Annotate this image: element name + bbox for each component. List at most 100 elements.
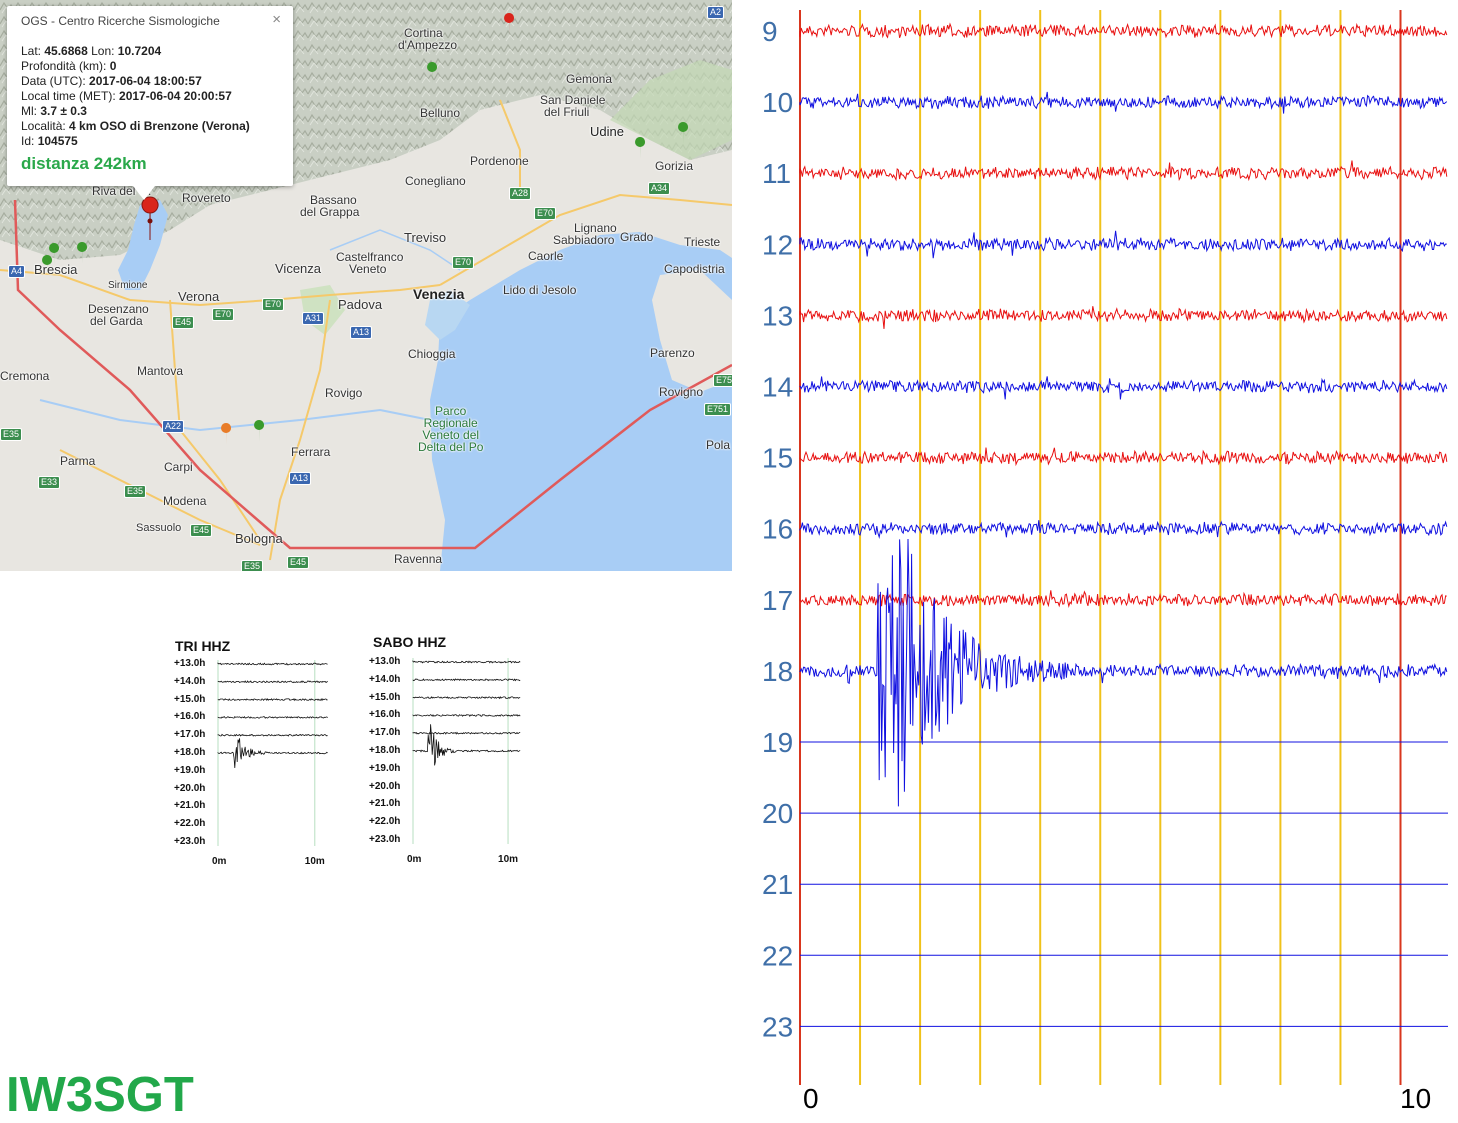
road-shield: E33 [38,476,60,489]
city-label: Sassuolo [136,522,181,534]
city-label: Bologna [235,533,283,545]
mini-trace [413,715,520,717]
city-label: Trieste [684,236,720,248]
id-label: Id: [21,134,34,148]
helicorder-chart: 9 10 11 12 13 14 15 16 17 18 19 20 21 22 23 0 10 [755,0,1455,1121]
lon-value: 10.7204 [118,44,161,58]
mini-x-tick: 10m [498,854,518,865]
road-shield: E751 [704,403,731,416]
city-label: Rovigno [659,386,703,398]
event-info-popup: OGS - Centro Ricerche Sismologiche × Lat… [7,6,293,186]
road-shield: E70 [534,207,556,220]
city-label: Belluno [420,107,460,119]
city-label: Cremona [0,370,49,382]
mini-hour-label: +22.0h [369,816,400,827]
city-label: Capodistria [664,263,725,275]
hour-label: 19 [762,727,793,758]
mini-trace [218,717,328,719]
distance-label: distanza 242km [21,154,147,174]
popup-details: Lat: 45.6868 Lon: 10.7204 Profondità (km… [21,44,250,149]
lon-label: Lon: [91,44,114,58]
road-shield: E70 [212,308,234,321]
hour-label: 10 [762,87,793,118]
road-shield: A34 [648,182,670,195]
hour-label: 12 [762,229,793,260]
hour-label: 13 [762,300,793,331]
mini-hour-label: +15.0h [174,694,205,705]
road-shield: A13 [350,326,372,339]
trace-row-10 [800,92,1447,114]
road-shield: A4 [8,265,25,278]
mini-x-tick: 0m [212,856,226,867]
city-label: del Grappa [300,206,359,218]
city-label: Padova [338,299,382,311]
trace-row-14 [800,376,1447,399]
mini-hour-label: +13.0h [174,658,205,669]
road-shield: A2 [707,6,724,19]
popup-tail [133,186,155,200]
mini-trace [218,738,328,768]
city-label: Venezia [413,288,464,300]
hour-label: 22 [762,940,793,971]
city-label: Gemona [566,73,612,85]
hour-label: 16 [762,514,793,545]
city-label: Sirmione [108,280,147,292]
mini-trace [413,724,520,765]
mini-hour-label: +15.0h [369,692,400,703]
city-label: Mantova [137,365,183,377]
city-label: Parma [60,455,95,467]
close-icon[interactable]: × [272,11,281,28]
mini-hour-label: +16.0h [174,711,205,722]
city-label: Udine [590,126,624,138]
city-label: Rovigo [325,387,362,399]
trace-row-11 [800,161,1447,180]
mini-seismogram-sabo: SABO HHZ +13.0h +14.0h +15.0h +16.0h +17.0h +… [365,632,535,872]
x-tick-label: 0 [803,1083,819,1114]
mini-x-tick: 10m [305,856,325,867]
city-label: Treviso [404,232,446,244]
mini-hour-label: +19.0h [369,763,400,774]
hour-label: 15 [762,443,793,474]
date-label: Data (UTC): [21,74,86,88]
mini-x-tick: 0m [407,854,421,865]
mini-trace [413,732,520,734]
city-label: del Garda [90,315,143,327]
city-label: Pordenone [470,155,529,167]
city-label: Ravenna [394,553,442,565]
mini-hour-label: +21.0h [369,798,400,809]
road-shield: E45 [287,556,309,569]
road-shield: E45 [172,316,194,329]
depth-value: 0 [110,59,117,73]
city-label: Rovereto [182,192,231,204]
road-shield: A22 [162,420,184,433]
depth-label: Profondità (km): [21,59,106,73]
mini-hour-label: +18.0h [174,747,205,758]
hour-label: 17 [762,585,793,616]
local-time-label: Local time (MET): [21,89,116,103]
trace-row-13 [800,306,1447,329]
popup-title: OGS - Centro Ricerche Sismologiche [21,14,220,28]
location-value: 4 km OSO di Brenzone (Verona) [69,119,250,133]
mini-trace [413,697,520,699]
city-label: d'Ampezzo [398,39,457,51]
city-label: Carpi [164,461,193,473]
mini-hour-label: +16.0h [369,709,400,720]
hour-label: 20 [762,798,793,829]
mini-hour-label: +23.0h [174,836,205,847]
trace-row-15 [800,448,1447,465]
map-panel[interactable]: Cortina d'Ampezzo Belluno Gemona San Dan… [0,0,732,571]
mini-hour-label: +13.0h [369,656,400,667]
road-shield: E70 [262,298,284,311]
road-shield: E70 [452,256,474,269]
id-value: 104575 [38,134,78,148]
lat-value: 45.6868 [44,44,87,58]
city-label: Gorizia [655,160,693,172]
local-time-value: 2017-06-04 20:00:57 [119,89,232,103]
park-label: Parco Regionale Veneto del Delta del Po [418,405,483,453]
road-shield: A31 [302,312,324,325]
city-label: Conegliano [405,175,466,187]
city-label: Chioggia [408,348,455,360]
mini-hour-label: +17.0h [369,727,400,738]
hour-label: 9 [762,16,778,47]
mini-trace [413,661,520,663]
